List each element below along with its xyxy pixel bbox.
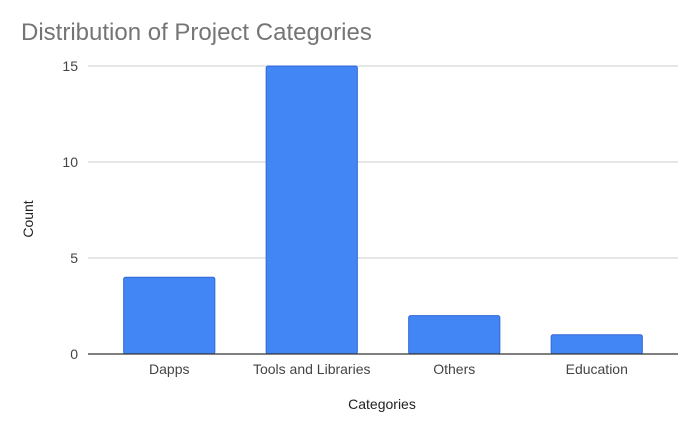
x-tick-label: Education [566,361,628,377]
x-tick-label: Tools and Libraries [253,361,371,377]
bar-dapps [123,276,216,355]
y-tick-label: 15 [62,58,78,74]
bar-education [550,334,643,355]
x-axis-title: Categories [348,396,416,412]
bar-tools-and-libraries [265,65,358,355]
x-tick-labels: Dapps Tools and Libraries Others Education [149,361,628,377]
x-tick-label: Dapps [149,361,189,377]
y-tick-label: 10 [62,154,78,170]
bars [123,65,643,355]
x-tick-label: Others [433,361,475,377]
bar-others [408,315,501,355]
y-axis-title: Count [20,200,36,237]
chart-title: Distribution of Project Categories [21,19,372,46]
gridlines [88,65,678,259]
y-tick-label: 0 [70,346,78,362]
y-tick-labels: 0 5 10 15 [62,58,78,362]
y-tick-label: 5 [70,250,78,266]
